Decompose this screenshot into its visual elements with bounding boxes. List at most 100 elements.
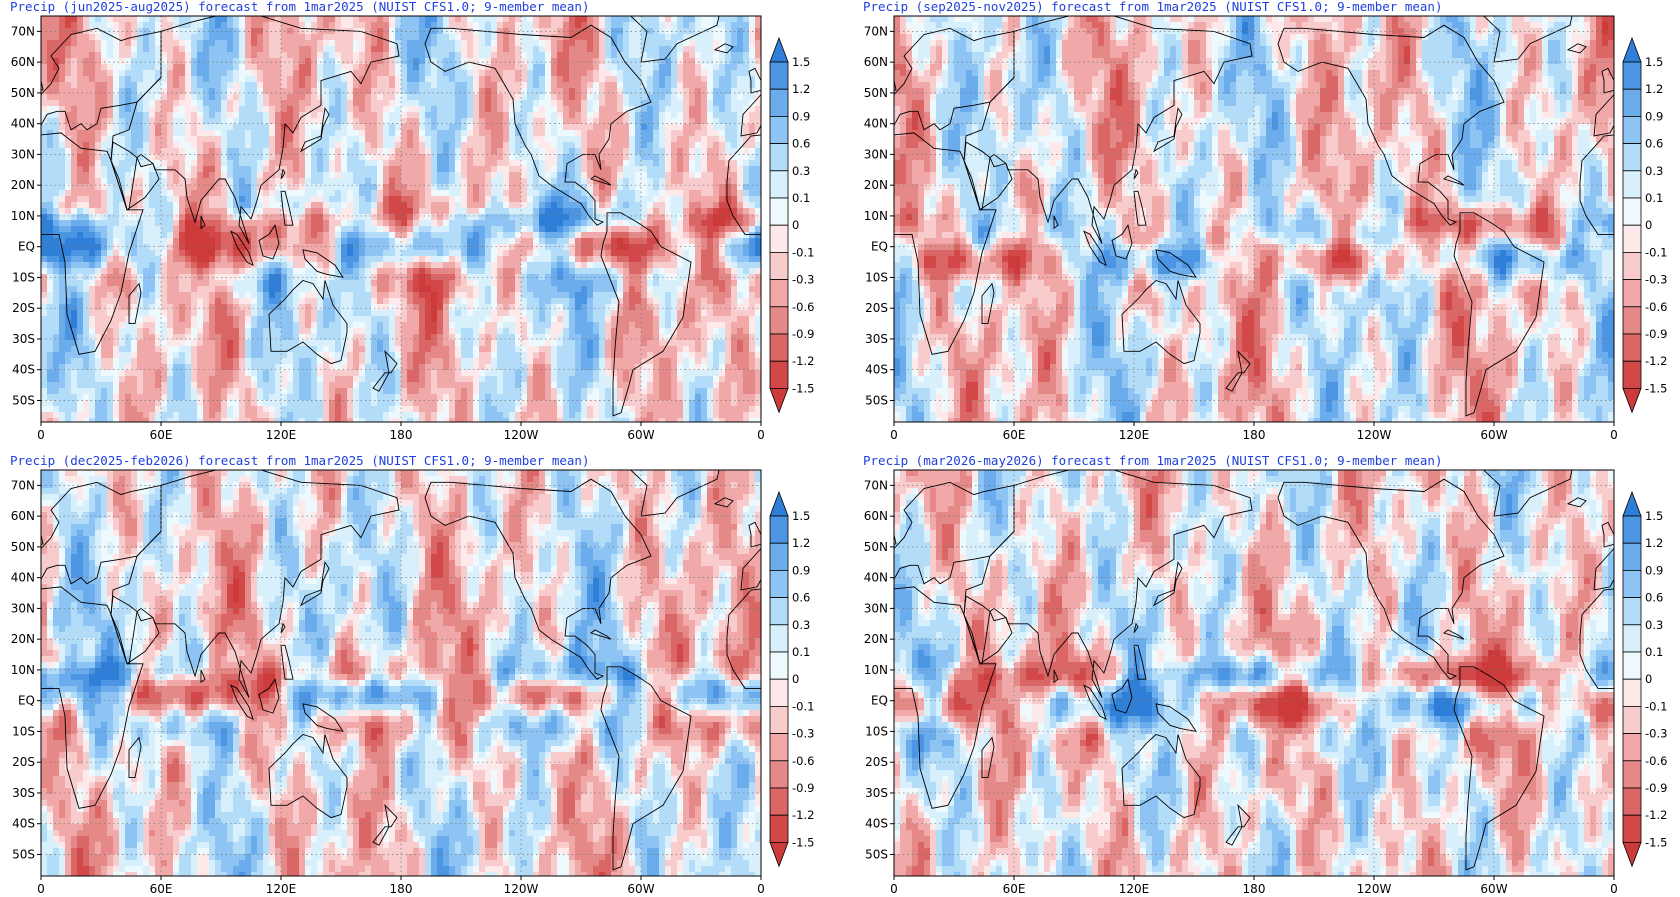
lon-label: 120W [1357,428,1392,442]
colorbar-segment [769,279,789,308]
colorbar-label: 0 [1645,218,1652,232]
new-guinea-outline [302,703,344,733]
colorbar-segment [769,542,789,571]
colorbar-segment [1622,542,1642,571]
panel-title: Precip (sep2025-nov2025) forecast from 1… [863,0,1442,14]
colorbar-label: -0.6 [792,300,814,314]
colorbar-label: -0.3 [792,727,814,741]
colorbar-segment [769,651,789,680]
sumatra-outline [230,230,254,266]
map-panel-jja: Precip (jun2025-aug2025) forecast from 1… [10,0,814,442]
arabia-outline [110,141,160,211]
colorbar-segment [1622,170,1642,199]
south-america-outline [600,666,692,871]
map-panel-son: Precip (sep2025-nov2025) forecast from 1… [863,0,1667,442]
colorbar-label: 0.6 [792,137,810,151]
colorbar-label: 1.5 [792,55,810,69]
cuba-outline [1443,629,1465,640]
gridlines [894,470,1614,876]
colorbar-label: -0.9 [1645,327,1667,341]
precip-anomaly-field [41,16,761,422]
lat-label: 30S [12,786,35,800]
lat-label: 40S [12,817,35,831]
latitude-labels: 70N 60N 50N 40N 30N 20N 10N EQ 10S 20S 30S 40S 50S [864,24,894,407]
new-guinea-outline [1155,703,1197,733]
colorbar-segment [1622,116,1642,145]
borneo-outline [258,224,280,260]
lat-label: 50S [865,847,888,861]
lon-label: 180 [1243,882,1266,896]
colorbar-segment [1622,515,1642,544]
south-america-outline [600,212,692,417]
lat-label: 20S [865,301,888,315]
sri-lanka-outline [200,669,206,684]
colorbar-segment [769,143,789,172]
lat-label: 50N [864,86,888,100]
colorbar-label: 0.1 [1645,191,1663,205]
australia-outline [1121,733,1201,819]
new-zealand-outline [372,349,398,392]
greenland-outline [630,470,720,517]
lon-label: 60W [627,882,654,896]
colorbar-label: -1.5 [1645,381,1667,395]
arabia-outline [963,141,1013,211]
colorbar-label: -1.5 [792,381,814,395]
sumatra-outline [1083,684,1107,720]
gridlines [894,16,1614,422]
colorbar-label: -0.9 [1645,781,1667,795]
lon-label: 0 [1610,882,1618,896]
lat-label: 20N [11,178,35,192]
lat-label: 10S [865,270,888,284]
africa-outline [894,586,997,809]
lat-label: 70N [864,24,888,38]
colorbar-label: -0.1 [1645,699,1667,713]
uk-outline [1601,521,1614,548]
colorbar-label: -0.1 [792,699,814,713]
uk-outline [748,521,761,548]
north-america-outline [1277,478,1505,680]
colorbar-segment [769,197,789,226]
iceland-outline [1566,497,1587,508]
lat-label: EQ [871,240,888,254]
colorbar: 1.5 1.2 0.9 0.6 0.3 0.1 0 -0.1 -0.3 -0.6 -0.9 -1.2 -… [769,36,814,414]
colorbar-label: 0 [792,672,799,686]
colorbar: 1.5 1.2 0.9 0.6 0.3 0.1 0 -0.1 -0.3 -0.6 -0.9 -1.2 -… [1622,490,1667,868]
colorbar-label: 0.1 [792,191,810,205]
sumatra-outline [230,684,254,720]
colorbar-label: 1.5 [1645,55,1663,69]
lat-label: 40N [864,571,888,585]
colorbar-segment [769,116,789,145]
colorbar-segment [1622,61,1642,90]
colorbar-segment [1622,306,1642,335]
philippines-outline [280,644,294,680]
lon-label: 0 [757,428,765,442]
madagascar-outline [981,282,995,325]
lon-label: 0 [757,882,765,896]
lat-label: 30S [865,786,888,800]
lat-label: 40S [865,817,888,831]
colorbar-max-arrow [769,490,789,517]
colorbar-label: 0.6 [792,591,810,605]
lon-label: 60E [150,428,173,442]
lon-label: 60W [1480,428,1507,442]
europe-outline [740,547,761,591]
colorbar-segment [769,306,789,335]
japan-outline [300,107,330,153]
colorbar-label: 0.9 [1645,109,1663,123]
lat-label: 30N [11,147,35,161]
philippines-outline [280,190,294,226]
colorbar-segment [1622,706,1642,735]
colorbar-label: -0.6 [1645,754,1667,768]
colorbar-label: -1.5 [792,835,814,849]
philippines-outline [1133,190,1147,226]
latitude-labels: 70N 60N 50N 40N 30N 20N 10N EQ 10S 20S 30S 40S 50S [11,478,41,861]
colorbar-label: 0.9 [792,109,810,123]
lat-label: 40S [12,363,35,377]
lon-label: 120E [266,428,297,442]
lon-label: 60E [1003,428,1026,442]
lat-label: 30N [864,601,888,615]
borneo-outline [258,678,280,714]
colorbar-segment [1622,624,1642,653]
colorbar-label: 0.3 [792,164,810,178]
